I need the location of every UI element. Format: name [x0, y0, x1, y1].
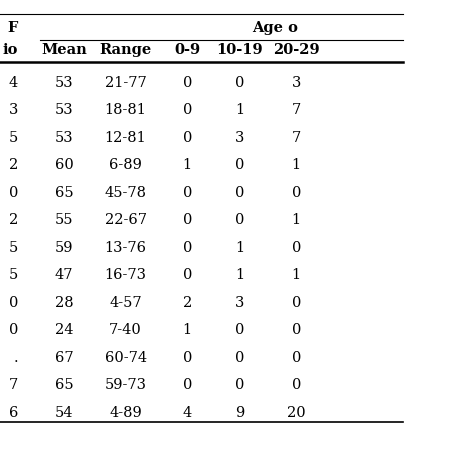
- Text: io: io: [3, 43, 18, 57]
- Text: 2: 2: [9, 213, 18, 228]
- Text: 6-89: 6-89: [109, 158, 142, 173]
- Text: 4-57: 4-57: [109, 296, 142, 310]
- Text: 5: 5: [9, 268, 18, 283]
- Text: 4: 4: [182, 406, 192, 420]
- Text: F: F: [8, 21, 18, 36]
- Text: 55: 55: [55, 213, 73, 228]
- Text: 0: 0: [235, 323, 244, 337]
- Text: 0: 0: [235, 213, 244, 228]
- Text: 0: 0: [292, 241, 301, 255]
- Text: 5: 5: [9, 241, 18, 255]
- Text: 22-67: 22-67: [105, 213, 146, 228]
- Text: 13-76: 13-76: [105, 241, 146, 255]
- Text: 3: 3: [9, 103, 18, 118]
- Text: 20-29: 20-29: [273, 43, 319, 57]
- Text: 53: 53: [55, 76, 73, 90]
- Text: 0: 0: [182, 378, 192, 392]
- Text: 2: 2: [9, 158, 18, 173]
- Text: 1: 1: [292, 268, 301, 283]
- Text: 0: 0: [182, 268, 192, 283]
- Text: 0: 0: [9, 186, 18, 200]
- Text: 1: 1: [235, 103, 244, 118]
- Text: 7-40: 7-40: [109, 323, 142, 337]
- Text: 2: 2: [182, 296, 192, 310]
- Text: 1: 1: [292, 158, 301, 173]
- Text: 9: 9: [235, 406, 244, 420]
- Text: .: .: [13, 351, 18, 365]
- Text: 7: 7: [9, 378, 18, 392]
- Text: 59: 59: [55, 241, 73, 255]
- Text: 0: 0: [235, 186, 244, 200]
- Text: 16-73: 16-73: [105, 268, 146, 283]
- Text: Age o: Age o: [252, 21, 298, 36]
- Text: 0: 0: [292, 351, 301, 365]
- Text: 65: 65: [55, 378, 73, 392]
- Text: 21-77: 21-77: [105, 76, 146, 90]
- Text: 1: 1: [292, 213, 301, 228]
- Text: 1: 1: [235, 241, 244, 255]
- Text: 28: 28: [55, 296, 73, 310]
- Text: 67: 67: [55, 351, 73, 365]
- Text: 0: 0: [182, 76, 192, 90]
- Text: 47: 47: [55, 268, 73, 283]
- Text: 0: 0: [182, 103, 192, 118]
- Text: 12-81: 12-81: [105, 131, 146, 145]
- Text: 0: 0: [292, 378, 301, 392]
- Text: 1: 1: [182, 323, 192, 337]
- Text: 0: 0: [292, 186, 301, 200]
- Text: 0: 0: [9, 323, 18, 337]
- Text: 3: 3: [292, 76, 301, 90]
- Text: 0: 0: [235, 378, 244, 392]
- Text: 7: 7: [292, 131, 301, 145]
- Text: 59-73: 59-73: [105, 378, 146, 392]
- Text: 3: 3: [235, 296, 244, 310]
- Text: 0: 0: [182, 351, 192, 365]
- Text: 0: 0: [9, 296, 18, 310]
- Text: 0-9: 0-9: [174, 43, 201, 57]
- Text: Mean: Mean: [41, 43, 87, 57]
- Text: 65: 65: [55, 186, 73, 200]
- Text: 20: 20: [287, 406, 306, 420]
- Text: 0: 0: [292, 323, 301, 337]
- Text: 0: 0: [235, 351, 244, 365]
- Text: 0: 0: [182, 186, 192, 200]
- Text: 60: 60: [55, 158, 73, 173]
- Text: 24: 24: [55, 323, 73, 337]
- Text: 0: 0: [182, 213, 192, 228]
- Text: 18-81: 18-81: [105, 103, 146, 118]
- Text: 4: 4: [9, 76, 18, 90]
- Text: 53: 53: [55, 131, 73, 145]
- Text: 4-89: 4-89: [109, 406, 142, 420]
- Text: 0: 0: [292, 296, 301, 310]
- Text: Range: Range: [100, 43, 152, 57]
- Text: 0: 0: [235, 158, 244, 173]
- Text: 3: 3: [235, 131, 244, 145]
- Text: 5: 5: [9, 131, 18, 145]
- Text: 0: 0: [182, 131, 192, 145]
- Text: 0: 0: [182, 241, 192, 255]
- Text: 45-78: 45-78: [105, 186, 146, 200]
- Text: 7: 7: [292, 103, 301, 118]
- Text: 60-74: 60-74: [105, 351, 146, 365]
- Text: 6: 6: [9, 406, 18, 420]
- Text: 0: 0: [235, 76, 244, 90]
- Text: 53: 53: [55, 103, 73, 118]
- Text: 1: 1: [235, 268, 244, 283]
- Text: 10-19: 10-19: [216, 43, 263, 57]
- Text: 54: 54: [55, 406, 73, 420]
- Text: 1: 1: [182, 158, 192, 173]
